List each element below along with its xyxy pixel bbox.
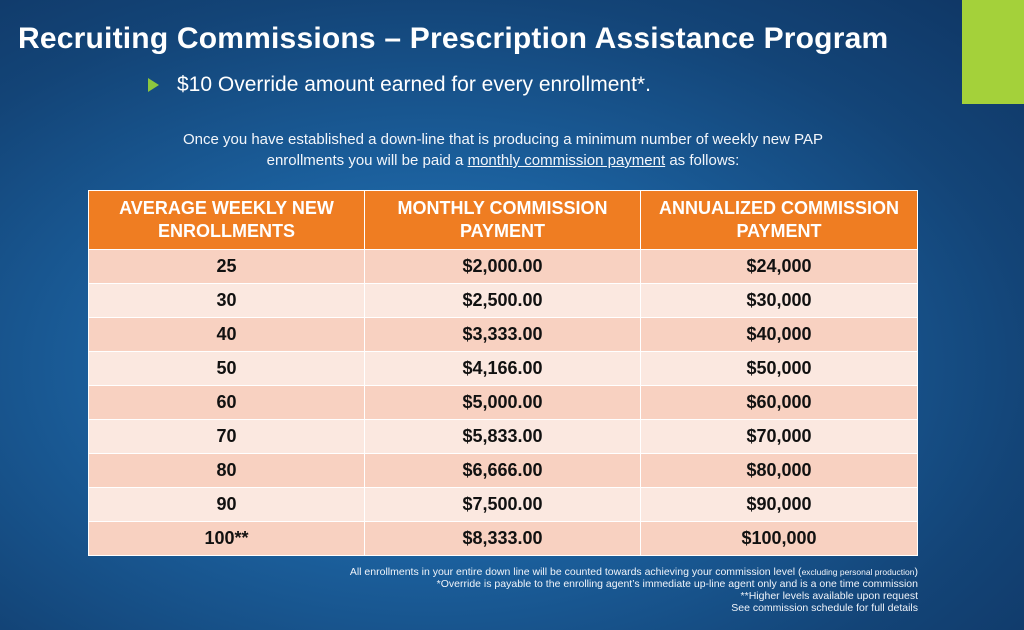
footnote-higher-levels: **Higher levels available upon request: [740, 590, 918, 602]
cell-annualized: $100,000: [640, 521, 918, 556]
intro-paragraph: Once you have established a down-line th…: [90, 129, 916, 171]
cell-annualized: $24,000: [640, 249, 918, 284]
cell-monthly: $8,333.00: [364, 521, 641, 556]
triangle-bullet-icon: [148, 78, 159, 92]
commission-table: AVERAGE WEEKLY NEW ENROLLMENTS MONTHLY C…: [88, 190, 918, 556]
cell-monthly: $6,666.00: [364, 453, 641, 488]
cell-annualized: $40,000: [640, 317, 918, 352]
override-bullet: $10 Override amount earned for every enr…: [148, 73, 651, 97]
header-weekly-enrollments: AVERAGE WEEKLY NEW ENROLLMENTS: [88, 190, 365, 250]
cell-annualized: $50,000: [640, 351, 918, 386]
table-row: 90 $7,500.00 $90,000: [88, 487, 918, 522]
table-row: 25 $2,000.00 $24,000: [88, 249, 918, 284]
monthly-commission-link-text: monthly commission payment: [467, 152, 666, 169]
override-text: $10 Override amount earned for every enr…: [177, 73, 651, 96]
slide-title: Recruiting Commissions – Prescription As…: [18, 22, 889, 55]
footnote-counting-main: All enrollments in your entire down line…: [349, 566, 802, 578]
cell-enrollments: 90: [88, 487, 365, 522]
cell-enrollments: 60: [88, 385, 365, 420]
cell-enrollments: 30: [88, 283, 365, 318]
table-row: 70 $5,833.00 $70,000: [88, 419, 918, 454]
cell-enrollments: 100**: [88, 521, 365, 556]
cell-monthly: $3,333.00: [364, 317, 641, 352]
intro-line-2-before: enrollments you will be paid a: [266, 152, 468, 169]
cell-annualized: $60,000: [640, 385, 918, 420]
intro-line-1: Once you have established a down-line th…: [182, 131, 824, 148]
cell-monthly: $2,500.00: [364, 283, 641, 318]
table-row: 50 $4,166.00 $50,000: [88, 351, 918, 386]
cell-monthly: $4,166.00: [364, 351, 641, 386]
table-row: 30 $2,500.00 $30,000: [88, 283, 918, 318]
cell-monthly: $2,000.00: [364, 249, 641, 284]
cell-annualized: $90,000: [640, 487, 918, 522]
cell-annualized: $30,000: [640, 283, 918, 318]
cell-monthly: $7,500.00: [364, 487, 641, 522]
intro-line-2: enrollments you will be paid a monthly c…: [90, 150, 916, 171]
table-header-row: AVERAGE WEEKLY NEW ENROLLMENTS MONTHLY C…: [88, 190, 918, 250]
cell-enrollments: 50: [88, 351, 365, 386]
footnote-schedule: See commission schedule for full details: [731, 602, 918, 614]
cell-enrollments: 70: [88, 419, 365, 454]
cell-enrollments: 80: [88, 453, 365, 488]
table-row: 100** $8,333.00 $100,000: [88, 521, 918, 556]
table-row: 60 $5,000.00 $60,000: [88, 385, 918, 420]
intro-line-2-after: as follows:: [665, 152, 740, 169]
table-row: 80 $6,666.00 $80,000: [88, 453, 918, 488]
cell-monthly: $5,000.00: [364, 385, 641, 420]
cell-annualized: $70,000: [640, 419, 918, 454]
footnotes: All enrollments in your entire down line…: [350, 566, 918, 614]
accent-block: [962, 0, 1024, 104]
cell-enrollments: 40: [88, 317, 365, 352]
footnote-counting-end: ): [914, 566, 919, 578]
header-monthly-payment: MONTHLY COMMISSION PAYMENT: [364, 190, 641, 250]
footnote-override: *Override is payable to the enrolling ag…: [436, 578, 918, 590]
header-annualized-payment: ANNUALIZED COMMISSION PAYMENT: [640, 190, 918, 250]
footnote-counting: All enrollments in your entire down line…: [350, 566, 918, 578]
cell-annualized: $80,000: [640, 453, 918, 488]
footnote-counting-small: excluding personal production: [801, 567, 915, 577]
table-row: 40 $3,333.00 $40,000: [88, 317, 918, 352]
cell-monthly: $5,833.00: [364, 419, 641, 454]
cell-enrollments: 25: [88, 249, 365, 284]
